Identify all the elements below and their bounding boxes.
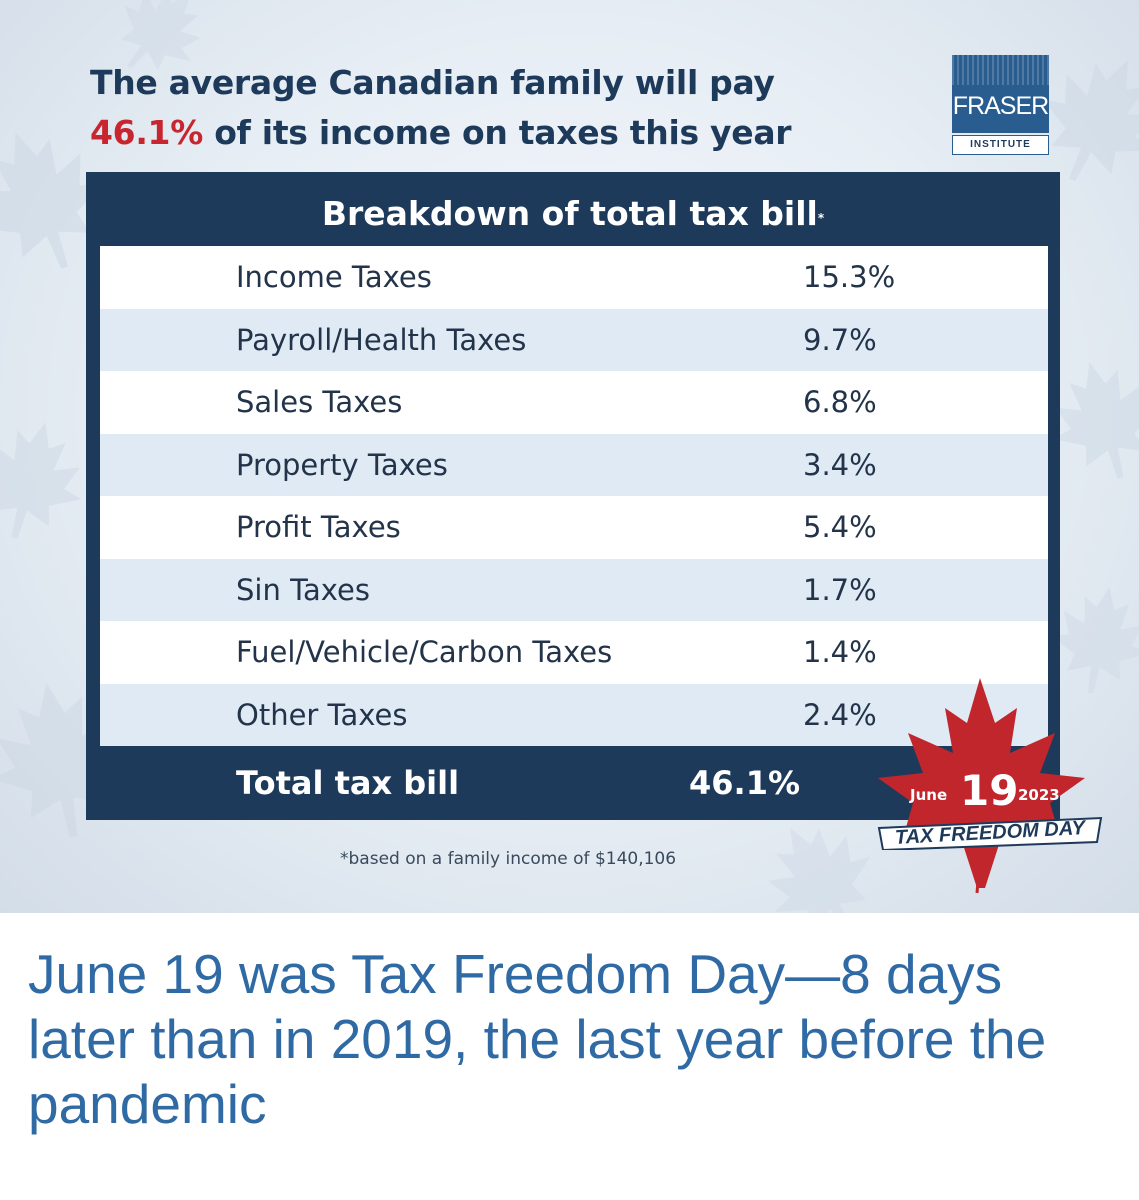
headline-line-1: The average Canadian family will pay [90, 63, 775, 102]
row-label: Fuel/Vehicle/Carbon Taxes [236, 635, 613, 669]
logo-subtitle: INSTITUTE [952, 135, 1049, 155]
table-row: Income Taxes 15.3% [100, 246, 1048, 309]
row-label: Other Taxes [236, 697, 408, 732]
row-value: 1.7% [803, 572, 877, 607]
table-row: Sales Taxes 6.8% [100, 371, 1048, 434]
headline-line-2-rest: of its income on taxes this year [203, 113, 792, 152]
total-value: 46.1% [689, 764, 801, 802]
headline: The average Canadian family will pay 46.… [90, 58, 890, 158]
table-row: Other Taxes 2.4% [100, 683, 1048, 746]
row-label: Profit Taxes [236, 510, 401, 544]
tax-breakdown-table: Breakdown of total tax bill* Income Taxe… [86, 172, 1060, 820]
infographic: The average Canadian family will pay 46.… [0, 0, 1139, 913]
row-value: 5.4% [803, 510, 877, 544]
row-label: Payroll/Health Taxes [236, 322, 527, 357]
row-value: 15.3% [803, 260, 896, 294]
badge-year: 2023 [1018, 786, 1060, 804]
badge-date: June 19 2023 [890, 768, 1090, 816]
table-row: Fuel/Vehicle/Carbon Taxes 1.4% [100, 621, 1048, 684]
headline-line-2: 46.1% of its income on taxes this year [90, 108, 890, 158]
tax-freedom-day-badge: June 19 2023 TAX FREEDOM DAY [845, 678, 1115, 898]
logo-word: FRASER [952, 92, 1049, 120]
row-value: 9.7% [803, 322, 877, 357]
row-label: Property Taxes [236, 447, 448, 482]
row-value: 2.4% [803, 697, 877, 732]
badge-month: June [910, 786, 948, 804]
table-row: Property Taxes 3.4% [100, 433, 1048, 496]
row-value: 1.4% [803, 635, 877, 669]
headline-percent: 46.1% [90, 113, 203, 152]
post-caption: June 19 was Tax Freedom Day—8 days later… [28, 943, 1047, 1135]
badge-banner [877, 816, 1103, 850]
logo-box: FRASER [952, 55, 1049, 133]
table-row: Sin Taxes 1.7% [100, 558, 1048, 621]
table-row: Payroll/Health Taxes 9.7% [100, 308, 1048, 371]
logo-stripes [952, 55, 1049, 85]
maple-leaf-icon [878, 678, 1085, 894]
row-label: Sin Taxes [236, 572, 370, 607]
total-label: Total tax bill [236, 764, 460, 802]
table-title-text: Breakdown of total tax bill [321, 194, 818, 233]
table-title: Breakdown of total tax bill* [86, 190, 1060, 238]
table-row: Profit Taxes 5.4% [100, 496, 1048, 559]
row-value: 3.4% [803, 447, 877, 482]
badge-day: 19 [960, 766, 1019, 815]
row-label: Income Taxes [236, 260, 432, 294]
table-title-asterisk: * [817, 211, 825, 225]
fraser-institute-logo: FRASER INSTITUTE [952, 55, 1049, 155]
row-value: 6.8% [803, 385, 877, 419]
footnote: *based on a family income of $140,106 [340, 849, 677, 869]
row-label: Sales Taxes [236, 385, 403, 419]
